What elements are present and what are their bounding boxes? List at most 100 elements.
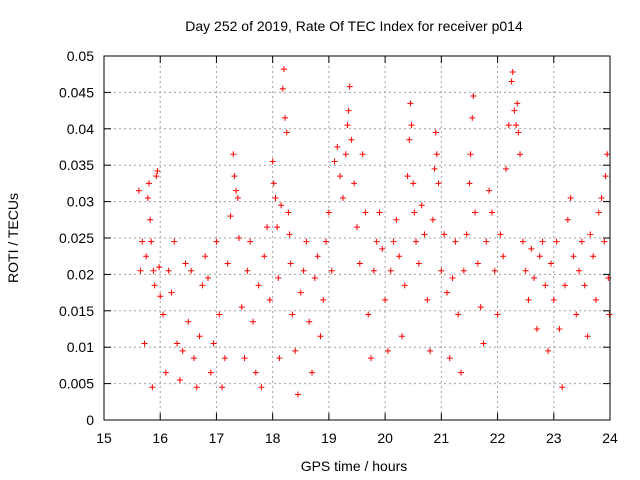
x-tick-label: 24 — [602, 430, 618, 446]
data-point — [348, 136, 355, 143]
data-point — [410, 180, 417, 187]
data-point — [249, 318, 256, 325]
y-tick-label: 0.045 — [59, 84, 94, 100]
data-point — [193, 384, 200, 391]
data-point — [216, 311, 223, 318]
data-point — [162, 369, 169, 376]
x-axis-label: GPS time / hours — [301, 458, 408, 474]
data-point — [581, 282, 588, 289]
data-point — [438, 267, 445, 274]
data-point — [156, 264, 163, 271]
tick-labels: 15 16 17 18 19 20 21 22 23 24 0 0.005 0.01 0.015 0.02 0… — [59, 48, 618, 446]
data-point — [320, 296, 327, 303]
chart-title: Day 252 of 2019, Rate Of TEC Index for r… — [185, 18, 523, 34]
data-point — [151, 282, 158, 289]
data-point — [160, 311, 167, 318]
data-point — [441, 231, 448, 238]
y-tick-label: 0.025 — [59, 230, 94, 246]
data-point — [370, 267, 377, 274]
axis-ticks — [103, 55, 611, 421]
data-point — [469, 114, 476, 121]
data-point — [334, 144, 341, 150]
data-point — [306, 318, 313, 325]
data-point — [289, 311, 296, 318]
data-point — [497, 231, 504, 238]
data-point — [443, 289, 450, 296]
data-point — [562, 282, 569, 289]
data-point — [525, 296, 532, 303]
y-tick-label: 0.01 — [67, 339, 94, 355]
data-point — [545, 347, 552, 354]
data-point — [286, 231, 293, 238]
data-point — [224, 260, 231, 267]
data-point — [587, 231, 594, 238]
y-tick-label: 0.03 — [67, 194, 94, 210]
data-point — [406, 136, 413, 143]
data-point — [252, 369, 259, 376]
data-point — [446, 355, 453, 362]
data-point — [234, 194, 241, 201]
data-point — [470, 93, 477, 100]
data-point — [396, 253, 403, 260]
data-point — [362, 209, 369, 216]
data-point — [213, 238, 220, 245]
data-point — [556, 326, 563, 332]
data-point — [407, 100, 414, 107]
data-point — [149, 384, 156, 391]
data-point — [261, 253, 268, 260]
data-point — [547, 260, 554, 267]
data-point — [472, 209, 479, 216]
data-point — [411, 209, 418, 216]
data-point — [150, 267, 157, 274]
data-point — [467, 151, 474, 158]
data-point — [235, 235, 242, 241]
data-point — [221, 355, 228, 362]
y-tick-label: 0.035 — [59, 157, 94, 173]
data-point — [303, 238, 310, 245]
data-point — [359, 151, 366, 158]
data-point — [278, 202, 285, 209]
data-point — [139, 238, 146, 245]
x-tick-label: 16 — [152, 430, 168, 446]
data-point — [205, 275, 212, 282]
data-point — [351, 180, 358, 187]
data-point — [185, 318, 192, 325]
x-tick-label: 22 — [490, 430, 506, 446]
data-point — [171, 238, 178, 245]
data-point — [514, 100, 521, 107]
data-point — [550, 296, 557, 303]
data-point — [154, 168, 161, 175]
data-point — [143, 253, 150, 260]
data-point — [387, 267, 394, 274]
data-point — [449, 275, 456, 282]
data-point — [153, 173, 160, 180]
data-point — [570, 253, 577, 260]
data-point — [480, 340, 487, 347]
data-point — [595, 209, 602, 216]
data-point — [513, 122, 520, 129]
data-point — [219, 384, 226, 391]
data-point — [255, 282, 262, 289]
data-point — [339, 194, 346, 201]
data-point — [210, 340, 217, 347]
data-point — [280, 66, 287, 73]
data-point — [258, 384, 265, 391]
y-tick-label: 0.005 — [59, 376, 94, 392]
x-tick-label: 17 — [209, 430, 225, 446]
data-point — [270, 180, 277, 187]
data-point — [567, 194, 574, 201]
data-point — [415, 260, 422, 267]
data-point — [433, 151, 440, 158]
data-point — [559, 384, 566, 391]
data-point — [202, 253, 209, 260]
data-point — [176, 376, 183, 383]
data-point — [531, 275, 538, 282]
data-point — [424, 296, 431, 303]
data-point — [147, 216, 154, 223]
data-point — [325, 209, 332, 216]
gridlines — [104, 56, 610, 420]
data-point — [421, 231, 428, 238]
data-point — [314, 253, 321, 260]
data-point — [408, 122, 415, 129]
data-point — [342, 151, 349, 158]
